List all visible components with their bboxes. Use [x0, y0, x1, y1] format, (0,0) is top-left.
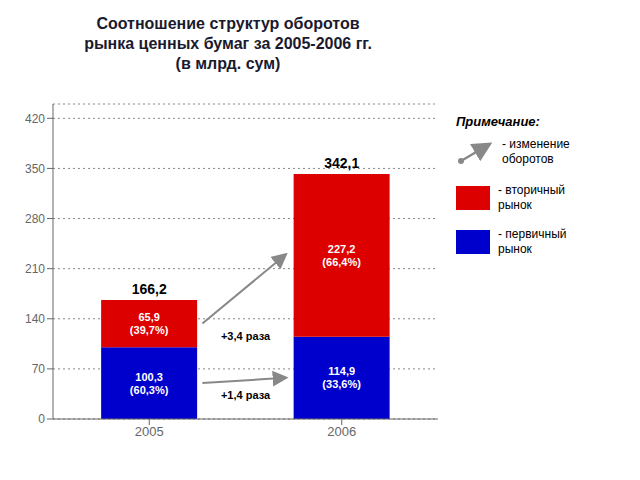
- svg-text:114,9(33,6%): 114,9(33,6%): [322, 365, 361, 390]
- svg-text:166,2: 166,2: [132, 281, 167, 297]
- svg-text:2005: 2005: [135, 424, 164, 439]
- svg-text:+3,4 раза: +3,4 раза: [221, 330, 271, 342]
- svg-text:227,2(66,4%): 227,2(66,4%): [322, 243, 361, 268]
- svg-text:342,1: 342,1: [324, 155, 359, 171]
- html-text:Соотношение структур оборотов: Соотношение структур оборотов рынка ценн…: [84, 15, 372, 72]
- svg-text:350: 350: [25, 162, 45, 176]
- svg-text:140: 140: [25, 312, 45, 326]
- html-text:- изменение оборотов: - изменение оборотов: [502, 137, 570, 166]
- svg-text:0: 0: [38, 412, 45, 426]
- svg-text:70: 70: [32, 362, 46, 376]
- svg-text:210: 210: [25, 262, 45, 276]
- html-text:- вторичный рынок: - вторичный рынок: [498, 183, 566, 212]
- html-text:- первичный рынок: - первичный рынок: [498, 227, 567, 256]
- svg-text:+1,4 раза: +1,4 раза: [221, 389, 271, 401]
- svg-text:280: 280: [25, 212, 45, 226]
- svg-text:65,9(39,7%): 65,9(39,7%): [130, 311, 169, 336]
- svg-text:100,3(60,3%): 100,3(60,3%): [130, 371, 169, 396]
- html-text:Примечание:: Примечание:: [456, 114, 540, 129]
- svg-text:2006: 2006: [327, 424, 356, 439]
- svg-text:420: 420: [25, 112, 45, 126]
